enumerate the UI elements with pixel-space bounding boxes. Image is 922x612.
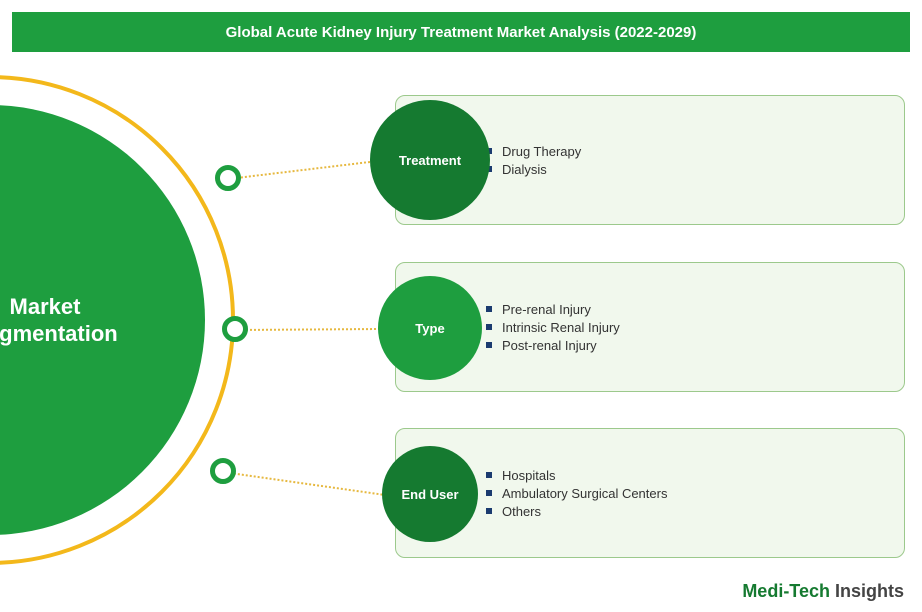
footer-brand: Medi-Tech Insights	[742, 581, 904, 602]
item-list-enduser: Hospitals Ambulatory Surgical Centers Othe…	[486, 465, 667, 522]
list-item: Ambulatory Surgical Centers	[486, 486, 667, 501]
list-item: Others	[486, 504, 667, 519]
hub-label: MarketSegmentation	[0, 293, 118, 348]
orbit-node-enduser	[210, 458, 236, 484]
item-list-treatment: Drug Therapy Dialysis	[486, 141, 581, 180]
brand-part2: Insights	[835, 581, 904, 601]
category-circle-treatment: Treatment	[370, 100, 490, 220]
item-list-type: Pre-renal Injury Intrinsic Renal Injury Po…	[486, 299, 620, 356]
connector-enduser	[223, 471, 385, 496]
title-bar: Global Acute Kidney Injury Treatment Mar…	[12, 12, 910, 52]
category-circle-type: Type	[378, 276, 482, 380]
orbit-node-type	[222, 316, 248, 342]
list-item: Intrinsic Renal Injury	[486, 320, 620, 335]
brand-part1: Medi-Tech	[742, 581, 835, 601]
list-item: Drug Therapy	[486, 144, 581, 159]
category-circle-enduser: End User	[382, 446, 478, 542]
list-item: Dialysis	[486, 162, 581, 177]
list-item: Pre-renal Injury	[486, 302, 620, 317]
connector-type	[235, 328, 380, 331]
orbit-node-treatment	[215, 165, 241, 191]
connector-treatment	[228, 160, 378, 180]
list-item: Post-renal Injury	[486, 338, 620, 353]
title-text: Global Acute Kidney Injury Treatment Mar…	[226, 24, 697, 41]
list-item: Hospitals	[486, 468, 667, 483]
